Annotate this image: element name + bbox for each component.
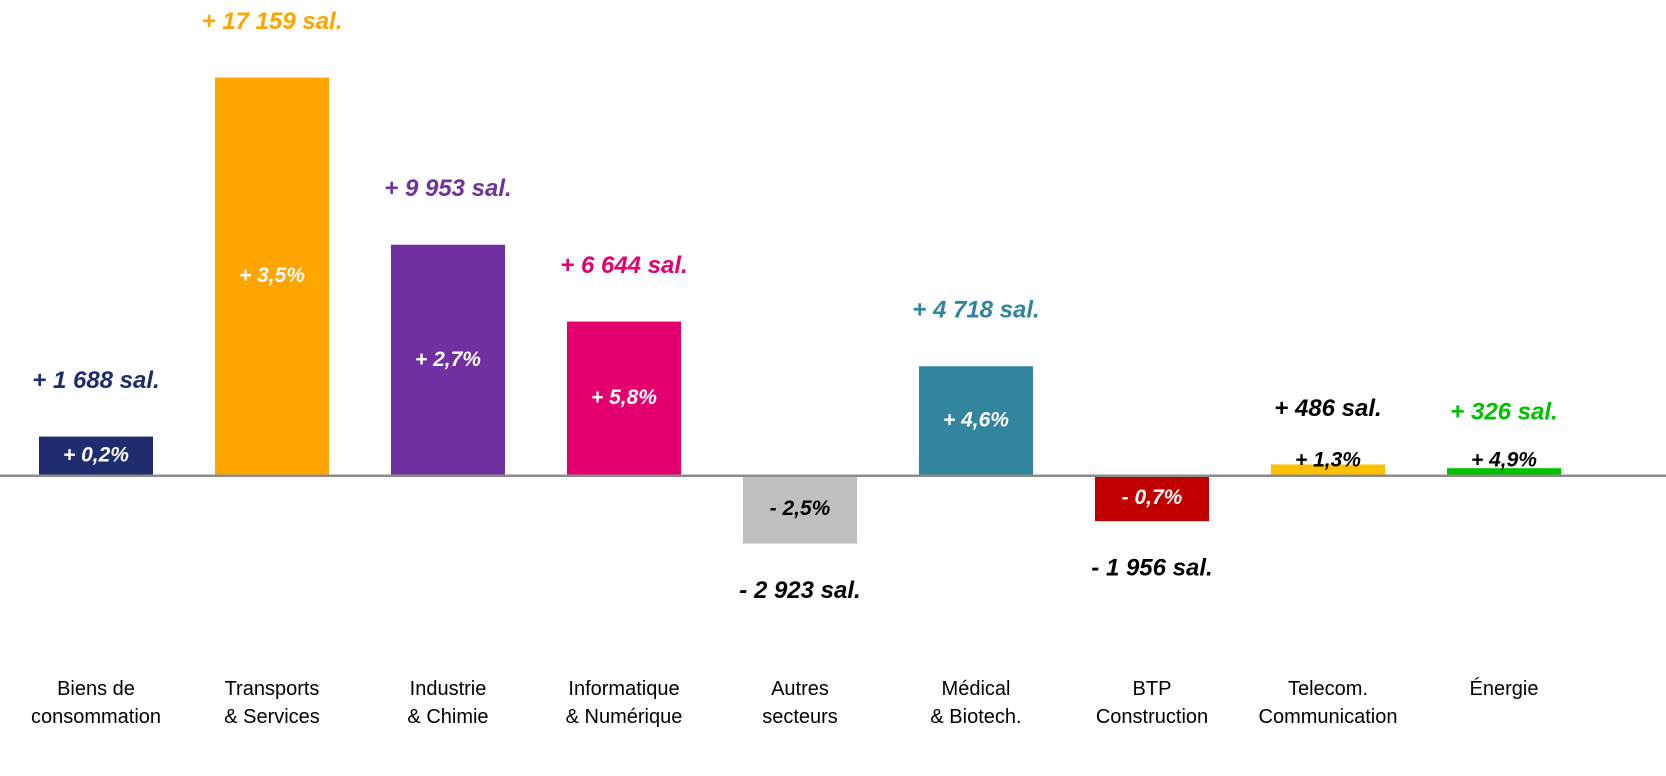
- percent-label: + 1,3%: [1295, 448, 1361, 471]
- x-tick-label-line: Médical: [942, 678, 1011, 700]
- x-tick-label-line: Industrie: [410, 678, 487, 700]
- x-tick-label-line: & Services: [224, 706, 320, 728]
- x-tick-label-line: Autres: [771, 678, 829, 700]
- percent-label: + 0,2%: [63, 444, 129, 467]
- bar: [391, 244, 505, 476]
- percent-label: + 4,6%: [943, 409, 1009, 432]
- x-tick-label: BTP Construction: [1096, 678, 1208, 728]
- x-tick-label-line: secteurs: [762, 706, 838, 728]
- x-tick-label-line: Telecom.: [1288, 678, 1368, 700]
- bar: [743, 475, 857, 544]
- bar: [1447, 468, 1561, 476]
- bar: [567, 321, 681, 476]
- x-tick-label: Autres secteurs: [762, 678, 838, 728]
- x-tick-label-line: & Numérique: [566, 706, 683, 728]
- bar: [215, 77, 329, 476]
- bar: [919, 366, 1033, 476]
- x-tick-label: Transports & Services: [224, 678, 320, 728]
- percent-label: + 2,7%: [415, 348, 481, 371]
- x-tick-label-line: & Biotech.: [930, 706, 1021, 728]
- x-tick-label-line: Biens de: [57, 678, 135, 700]
- value-label: + 4 718 sal.: [912, 297, 1039, 324]
- x-tick-label: Médical & Biotech.: [930, 678, 1021, 728]
- value-label: + 6 644 sal.: [560, 252, 687, 279]
- value-label: + 326 sal.: [1450, 399, 1557, 426]
- x-tick-label: Telecom. Communication: [1259, 678, 1398, 728]
- value-label: + 17 159 sal.: [202, 8, 343, 35]
- x-tick-label: Énergie: [1470, 677, 1539, 700]
- bar: [1095, 475, 1209, 522]
- x-tick-label-line: Communication: [1259, 706, 1398, 728]
- bar: [39, 436, 153, 476]
- value-label: + 1 688 sal.: [32, 367, 159, 394]
- x-tick-label-line: consommation: [31, 706, 161, 728]
- value-label: + 486 sal.: [1274, 395, 1381, 422]
- value-label: - 2 923 sal.: [739, 577, 860, 604]
- x-tick-label: Informatique & Numérique: [566, 678, 683, 728]
- percent-label: + 4,9%: [1471, 448, 1537, 471]
- value-label: - 1 956 sal.: [1091, 554, 1212, 581]
- percent-label: - 2,5%: [770, 497, 831, 520]
- x-tick-label-line: & Chimie: [407, 706, 488, 728]
- x-tick-label-line: BTP: [1133, 678, 1172, 700]
- x-tick-label-line: Transports: [225, 678, 320, 700]
- x-tick-label: Industrie & Chimie: [407, 678, 488, 728]
- x-tick-label-line: Informatique: [568, 678, 679, 700]
- bar: [1271, 464, 1385, 476]
- x-tick-label-line: Énergie: [1470, 677, 1539, 700]
- percent-label: - 0,7%: [1122, 486, 1183, 509]
- percent-label: + 3,5%: [239, 264, 305, 287]
- percent-label: + 5,8%: [591, 386, 657, 409]
- x-tick-label-line: Construction: [1096, 706, 1208, 728]
- x-tick-label: Biens de consommation: [31, 678, 161, 728]
- value-label: + 9 953 sal.: [384, 175, 511, 202]
